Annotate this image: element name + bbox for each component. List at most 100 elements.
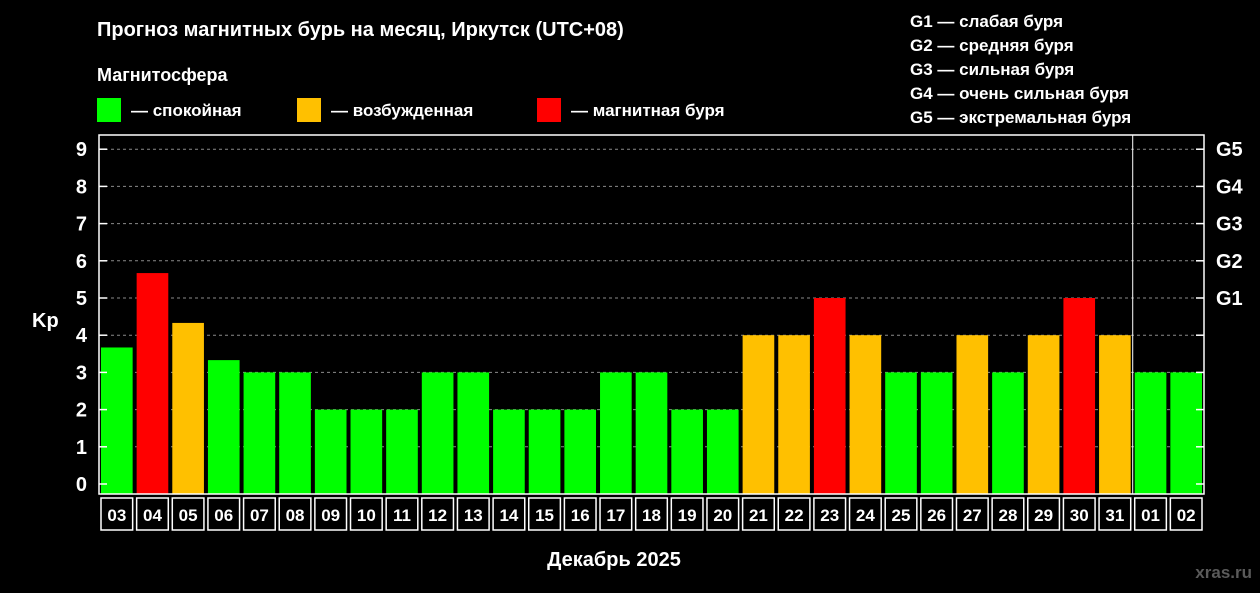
g-scale-legend-g2: G2 — средняя буря	[910, 36, 1074, 55]
x-tick-label: 20	[713, 506, 732, 525]
x-tick-box	[349, 497, 383, 531]
bar	[849, 335, 882, 494]
x-tick-box	[1133, 497, 1168, 531]
x-tick-box	[171, 497, 205, 531]
y-tick-label: 7	[76, 214, 87, 236]
x-tick-label: 17	[606, 506, 625, 525]
bar	[564, 409, 597, 494]
chart-title: Прогноз магнитных бурь на месяц, Иркутск…	[97, 19, 624, 41]
y-tick-label: 5	[76, 288, 87, 310]
x-tick-label: 31	[1105, 506, 1124, 525]
y-right-tick-label: G1	[1216, 288, 1243, 310]
g-scale-legend-g4: G4 — очень сильная буря	[910, 84, 1129, 103]
legend-label-quiet: — спокойная	[131, 101, 242, 120]
x-tick-box	[955, 497, 989, 531]
legend-subtitle: Магнитосфера	[97, 65, 229, 85]
bar	[279, 372, 311, 494]
bar	[671, 409, 703, 494]
bar	[778, 335, 810, 494]
y-right-tick-label: G3	[1216, 214, 1243, 236]
x-tick-box	[1062, 497, 1096, 531]
x-tick-box	[741, 497, 776, 531]
bar	[956, 335, 989, 494]
y-right-tick-label: G4	[1216, 176, 1244, 198]
x-tick-label: 11	[393, 506, 411, 525]
x-axis-label: Декабрь 2025	[547, 549, 681, 571]
x-tick-box	[599, 497, 633, 531]
x-tick-box	[991, 497, 1025, 531]
x-tick-box	[242, 497, 276, 531]
x-tick-label: 21	[749, 506, 768, 525]
g-scale-legend: G1 — слабая буря G2 — средняя буря G3 — …	[910, 12, 1131, 127]
x-tick-label: 18	[642, 506, 661, 525]
bar	[386, 409, 418, 494]
x-tick-box	[385, 497, 419, 531]
x-tick-label: 13	[464, 506, 483, 525]
bar	[421, 372, 454, 494]
x-tick-label: 08	[286, 506, 305, 525]
legend-label-storm: — магнитная буря	[571, 101, 725, 120]
x-tick-box	[421, 497, 455, 531]
legend-swatch-active	[297, 98, 321, 122]
x-tick-label: 15	[535, 506, 554, 525]
x-tick-box	[848, 497, 882, 531]
legend-swatch-quiet	[97, 98, 121, 122]
y-right-tick-label: G5	[1216, 139, 1243, 161]
y-tick-label: 2	[76, 400, 87, 422]
x-tick-box	[706, 497, 740, 531]
x-tick-box	[100, 497, 134, 531]
bar	[920, 372, 953, 494]
g-scale-legend-g5: G5 — экстремальная буря	[910, 108, 1131, 127]
x-tick-label: 16	[571, 506, 590, 525]
bar	[350, 409, 383, 494]
plot-frame	[98, 134, 1205, 495]
bar	[1027, 335, 1060, 494]
x-tick-box	[563, 497, 597, 531]
y-right-tick-label: G2	[1216, 251, 1243, 273]
x-tick-box	[135, 497, 170, 531]
bar	[1063, 298, 1096, 494]
y-tick-label: 6	[76, 251, 87, 273]
y-tick-label: 1	[76, 437, 87, 459]
x-tick-label: 19	[678, 506, 697, 525]
x-tick-box	[813, 497, 847, 531]
x-tick-label: 30	[1070, 506, 1089, 525]
x-tick-label: 28	[998, 506, 1017, 525]
x-tick-box	[527, 497, 562, 531]
legend: — спокойная — возбужденная — магнитная б…	[97, 98, 725, 122]
x-tick-label: 07	[250, 506, 269, 525]
x-tick-label: 03	[107, 506, 126, 525]
x-tick-label: 10	[357, 506, 376, 525]
x-tick-label: 01	[1141, 506, 1160, 525]
x-tick-label: 22	[785, 506, 804, 525]
x-tick-box	[777, 497, 811, 531]
y-axis-label: Kp	[32, 310, 59, 332]
bar	[600, 372, 632, 494]
x-tick-box	[314, 497, 348, 531]
x-tick-label: 04	[143, 506, 162, 525]
x-tick-label: 27	[963, 506, 982, 525]
x-tick-label: 23	[820, 506, 839, 525]
bar	[1170, 372, 1202, 494]
bar	[742, 335, 775, 494]
x-tick-label: 05	[179, 506, 198, 525]
bar	[813, 298, 846, 494]
x-tick-label: 29	[1034, 506, 1053, 525]
y-tick-label: 4	[76, 325, 88, 347]
watermark: xras.ru	[1195, 563, 1252, 582]
x-tick-box	[1169, 497, 1203, 531]
x-tick-box	[634, 497, 669, 531]
x-tick-label: 14	[499, 506, 518, 525]
x-tick-box	[670, 497, 704, 531]
x-tick-box	[278, 497, 312, 531]
x-tick-label: 12	[428, 506, 447, 525]
x-tick-label: 24	[856, 506, 875, 525]
bar	[1099, 335, 1131, 494]
bar	[528, 409, 561, 494]
x-tick-label: 26	[927, 506, 946, 525]
x-tick-box	[1027, 497, 1061, 531]
x-tick-label: 02	[1177, 506, 1196, 525]
bar	[314, 409, 347, 494]
